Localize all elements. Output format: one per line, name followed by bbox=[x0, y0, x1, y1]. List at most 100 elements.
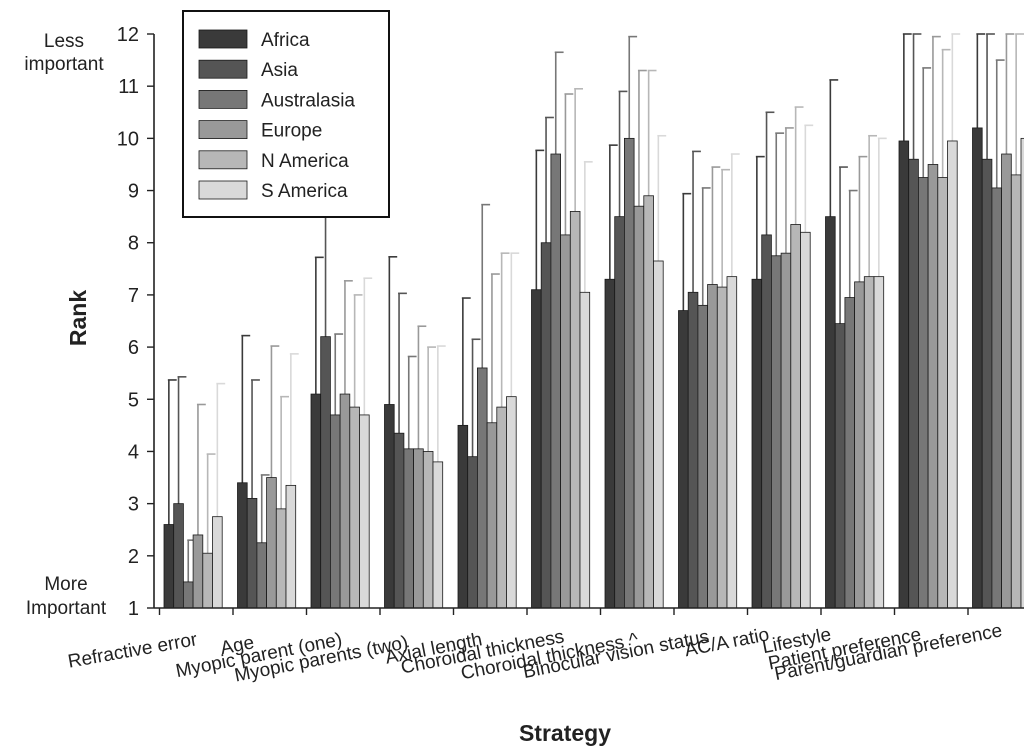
bar bbox=[202, 552, 213, 609]
bar bbox=[633, 205, 645, 609]
bar bbox=[413, 448, 424, 609]
bar bbox=[329, 414, 341, 609]
bars bbox=[163, 127, 1024, 609]
bar bbox=[918, 177, 929, 609]
bar bbox=[476, 367, 488, 609]
bar bbox=[182, 581, 194, 609]
bar bbox=[716, 286, 728, 609]
bar bbox=[687, 291, 699, 609]
bar bbox=[467, 456, 478, 609]
bar bbox=[531, 289, 542, 609]
y-tick-label: 1 bbox=[128, 598, 139, 620]
bar bbox=[486, 422, 498, 609]
bar bbox=[246, 498, 258, 609]
bar bbox=[192, 534, 204, 609]
x-axis-title: Strategy bbox=[519, 720, 611, 746]
bar bbox=[780, 252, 792, 609]
legend-label: Australasia bbox=[261, 90, 355, 111]
bar bbox=[937, 177, 948, 609]
bar bbox=[339, 393, 351, 609]
bar bbox=[604, 278, 616, 609]
bar bbox=[643, 195, 654, 609]
y-tick-label: 3 bbox=[128, 494, 139, 516]
bar bbox=[981, 158, 993, 609]
legend-swatch bbox=[198, 90, 248, 109]
y-annotation-top: Less bbox=[44, 31, 84, 52]
bar bbox=[707, 284, 718, 609]
bar bbox=[579, 291, 591, 609]
legend-label: N America bbox=[261, 151, 349, 172]
y-tick-label: 2 bbox=[128, 546, 139, 568]
legend-label: Africa bbox=[261, 30, 310, 51]
y-annotation-bottom: More bbox=[44, 574, 87, 595]
bar bbox=[771, 255, 782, 609]
bar bbox=[403, 448, 414, 609]
bar bbox=[432, 461, 444, 609]
legend-label: Asia bbox=[261, 60, 298, 81]
bar bbox=[550, 153, 562, 609]
bar bbox=[496, 406, 507, 609]
bar bbox=[237, 482, 248, 609]
legend-swatch bbox=[198, 150, 248, 170]
bar bbox=[927, 164, 939, 609]
bar bbox=[898, 140, 910, 609]
legend-label: Europe bbox=[261, 121, 322, 142]
bar bbox=[614, 216, 625, 609]
bar bbox=[751, 278, 763, 609]
bar bbox=[266, 477, 277, 609]
y-tick-label: 9 bbox=[128, 181, 139, 203]
bar bbox=[393, 432, 405, 609]
bar bbox=[359, 414, 370, 609]
bar bbox=[854, 281, 865, 609]
y-tick-label: 7 bbox=[128, 285, 139, 307]
bar bbox=[761, 234, 772, 609]
legend-swatch bbox=[198, 120, 248, 139]
bar bbox=[384, 404, 395, 609]
bar bbox=[457, 424, 469, 609]
bar bbox=[908, 158, 919, 609]
bar bbox=[320, 336, 331, 609]
y-axis-title: Rank bbox=[65, 290, 91, 346]
bar bbox=[1010, 174, 1022, 609]
bar bbox=[790, 224, 801, 609]
bar bbox=[844, 297, 856, 609]
legend-swatch bbox=[198, 59, 248, 79]
y-tick-label: 6 bbox=[128, 337, 139, 359]
bar bbox=[422, 451, 434, 609]
bar bbox=[1001, 153, 1012, 609]
bar bbox=[569, 211, 581, 609]
bar bbox=[873, 276, 885, 609]
legend-swatch bbox=[198, 29, 248, 49]
bar bbox=[1020, 137, 1024, 609]
bar bbox=[212, 516, 223, 609]
bar bbox=[972, 127, 983, 609]
y-annotation-top: important bbox=[24, 54, 104, 75]
bar bbox=[834, 323, 846, 609]
y-tick-label: 12 bbox=[117, 24, 139, 46]
bar bbox=[163, 524, 175, 609]
bar bbox=[624, 137, 635, 609]
y-annotation-bottom: Important bbox=[26, 598, 107, 619]
bar bbox=[653, 260, 664, 609]
bar bbox=[678, 310, 689, 609]
bar bbox=[285, 484, 297, 609]
y-tick-label: 4 bbox=[128, 441, 139, 463]
bar bbox=[947, 140, 958, 609]
bar bbox=[697, 304, 709, 609]
error-bars bbox=[167, 33, 1024, 582]
bar bbox=[310, 393, 322, 609]
legend: Africa Asia Australasia Europe N America S Am… bbox=[182, 10, 390, 218]
bar bbox=[275, 508, 287, 609]
y-tick-label: 10 bbox=[117, 128, 139, 150]
legend-label: S America bbox=[261, 181, 348, 202]
legend-swatch bbox=[198, 180, 248, 200]
bar bbox=[560, 234, 571, 609]
bar bbox=[349, 406, 360, 609]
bar bbox=[726, 276, 738, 609]
bar bbox=[991, 187, 1003, 609]
bar bbox=[173, 503, 184, 609]
bar bbox=[800, 231, 811, 609]
y-tick-label: 8 bbox=[128, 233, 139, 255]
